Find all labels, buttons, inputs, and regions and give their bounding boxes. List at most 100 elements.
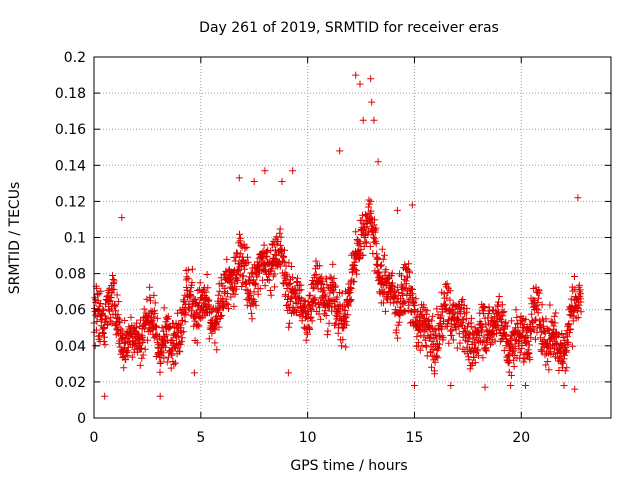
data-point [116,319,124,327]
data-point [143,295,151,303]
data-point [374,158,382,166]
chart-title: Day 261 of 2019, SRMTID for receiver era… [199,20,499,36]
data-point [527,334,535,342]
data-point [571,273,578,280]
data-point [307,313,315,321]
data-point [574,194,582,202]
data-point [344,302,352,310]
data-point [261,167,269,175]
data-point [434,354,442,362]
data-point [545,366,553,374]
data-point [114,311,122,319]
data-point [392,326,400,334]
data-point [196,279,204,287]
data-point [112,307,120,315]
data-point [278,178,286,185]
data-point [213,346,221,354]
data-point [540,336,548,344]
data-point [204,284,212,292]
data-point [502,331,510,339]
data-point [534,309,542,317]
data-point [571,385,579,393]
data-point [223,299,231,307]
data-point [546,301,554,309]
data-point [380,299,387,307]
data-point [367,75,375,83]
data-point [304,330,311,338]
data-point [102,315,110,323]
data-point [378,261,385,269]
data-point [559,359,567,367]
data-point [482,337,490,345]
data-point [157,358,165,366]
data-point [271,283,279,291]
data-point [372,240,380,248]
data-point [440,317,448,325]
data-point [441,300,449,308]
data-point [404,307,412,314]
data-point [324,327,332,335]
data-point [311,271,319,279]
data-point [247,269,255,277]
data-point [413,333,421,341]
data-point [505,351,513,359]
data-point [190,369,198,377]
x-tick-label: 0 [90,430,99,446]
data-point [285,319,293,327]
data-point [235,267,242,274]
data-point [534,294,542,302]
data-point [161,332,169,340]
data-point [234,276,242,284]
data-point [237,241,245,249]
data-point [243,243,251,251]
data-point [118,327,126,335]
data-point [193,339,201,347]
data-point [405,260,413,268]
data-point [458,297,466,305]
data-point [121,317,129,324]
data-point [306,291,314,299]
data-point [463,304,471,312]
data-point [159,349,167,357]
data-point [542,315,550,323]
data-point [532,335,539,343]
data-point [342,343,350,351]
data-point [248,299,256,307]
data-point [405,301,413,309]
data-point [236,234,244,242]
data-point [104,321,112,329]
data-point [171,359,179,367]
data-point [379,255,387,263]
data-point [577,308,585,316]
data-point [139,351,147,359]
data-point [362,239,370,247]
data-point [377,262,385,270]
data-point [195,322,203,330]
data-point [550,312,558,320]
y-axis-label: SRMTID / TECUs [7,182,23,295]
data-point [285,303,293,311]
data-point [232,285,240,293]
data-point [322,312,330,319]
data-point [495,298,502,306]
data-point [168,351,176,359]
data-point [374,254,382,262]
data-point [230,302,238,310]
data-point [340,303,348,311]
data-point [569,342,577,350]
data-point [475,352,482,360]
data-point [431,358,439,366]
data-point [566,311,574,319]
data-point [110,286,118,294]
data-point [162,343,170,351]
data-point [532,315,540,323]
data-point [291,308,299,316]
data-point [146,293,154,301]
data-point [244,258,252,266]
data-point [264,246,272,254]
data-point [486,307,493,315]
data-point [428,317,436,325]
data-point [447,382,455,389]
data-point [338,342,346,350]
